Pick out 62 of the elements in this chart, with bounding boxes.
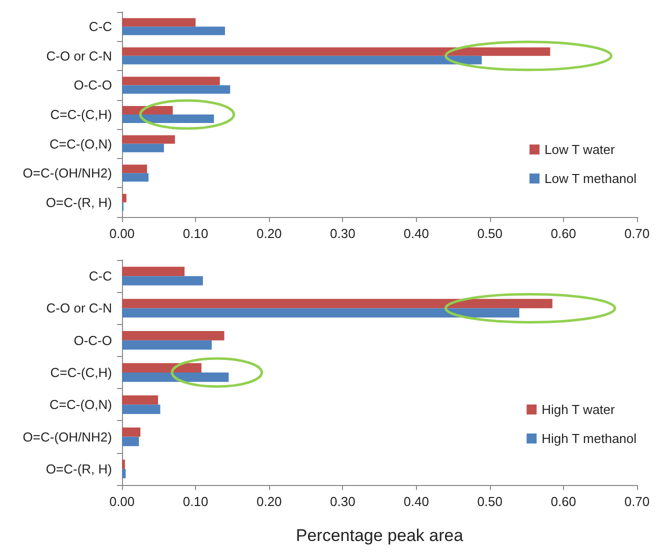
x-tick-label: 0.70 <box>624 494 650 509</box>
legend-label: High T water <box>542 402 616 417</box>
bar <box>122 363 202 372</box>
x-tick-label: 0.60 <box>550 226 576 241</box>
bar <box>122 47 550 56</box>
bar <box>122 266 185 276</box>
y-tick-label: C-O or C-N <box>46 300 112 316</box>
x-tick-label: 0.60 <box>550 494 576 509</box>
bar <box>122 436 139 446</box>
y-tick-label: O-C-O <box>74 78 112 93</box>
y-tick-label: C=C-(O,N) <box>50 136 112 152</box>
bar <box>122 18 196 27</box>
bar <box>122 308 520 318</box>
bar <box>122 404 160 414</box>
y-tick-label: C=C-(O,N) <box>50 397 112 412</box>
y-tick-label: O=C-(OH/NH2) <box>22 166 112 181</box>
bar <box>122 468 126 478</box>
x-tick-label: 0.50 <box>477 226 503 241</box>
bar <box>122 427 140 437</box>
bar <box>122 164 148 174</box>
y-tick-label: O=C-(R, H) <box>46 461 112 476</box>
x-tick-label: 0.50 <box>477 494 503 509</box>
bar <box>122 26 225 36</box>
bar <box>122 114 214 123</box>
y-tick-label: C-O or C-N <box>46 48 112 64</box>
bar <box>122 85 230 94</box>
x-tick-label: 0.40 <box>404 494 429 509</box>
x-tick-label: 0.30 <box>330 494 356 509</box>
bar <box>122 331 224 340</box>
x-tick-label: 0.20 <box>256 226 282 241</box>
x-tick-label: 0.10 <box>182 494 208 509</box>
x-tick-label: 0.00 <box>109 494 135 509</box>
y-tick-label: C=C-(C,H) <box>50 107 112 122</box>
bar <box>122 372 229 382</box>
bar <box>122 173 148 182</box>
legend-label: Low T water <box>544 142 616 157</box>
x-tick-label: 0.10 <box>182 226 208 241</box>
bar <box>122 106 173 114</box>
x-tick-label: 0.30 <box>330 226 356 241</box>
bar <box>122 76 220 86</box>
bar <box>122 144 164 152</box>
x-tick-label: 0.00 <box>109 226 135 241</box>
y-tick-label: C-C <box>88 19 112 34</box>
bar <box>122 460 125 469</box>
legend-label: Low T methanol <box>544 171 637 186</box>
bar <box>122 395 158 405</box>
bar <box>122 194 126 202</box>
y-tick-label: C-C <box>88 268 112 284</box>
y-tick-label: O-C-O <box>74 332 112 348</box>
x-tick-label: 0.70 <box>624 226 650 241</box>
y-tick-label: C=C-(C,H) <box>50 365 112 380</box>
x-axis-title: Percentage peak area <box>296 526 464 545</box>
bar <box>122 340 212 350</box>
bar <box>122 135 175 144</box>
legend-label: High T methanol <box>542 431 637 446</box>
y-tick-label: O=C-(OH/NH2) <box>22 429 112 444</box>
x-tick-label: 0.20 <box>256 494 282 509</box>
x-tick-label: 0.40 <box>404 226 429 241</box>
bar <box>122 276 203 286</box>
y-tick-label: O=C-(R, H) <box>46 194 112 210</box>
bar <box>122 56 482 64</box>
bar <box>122 298 552 308</box>
